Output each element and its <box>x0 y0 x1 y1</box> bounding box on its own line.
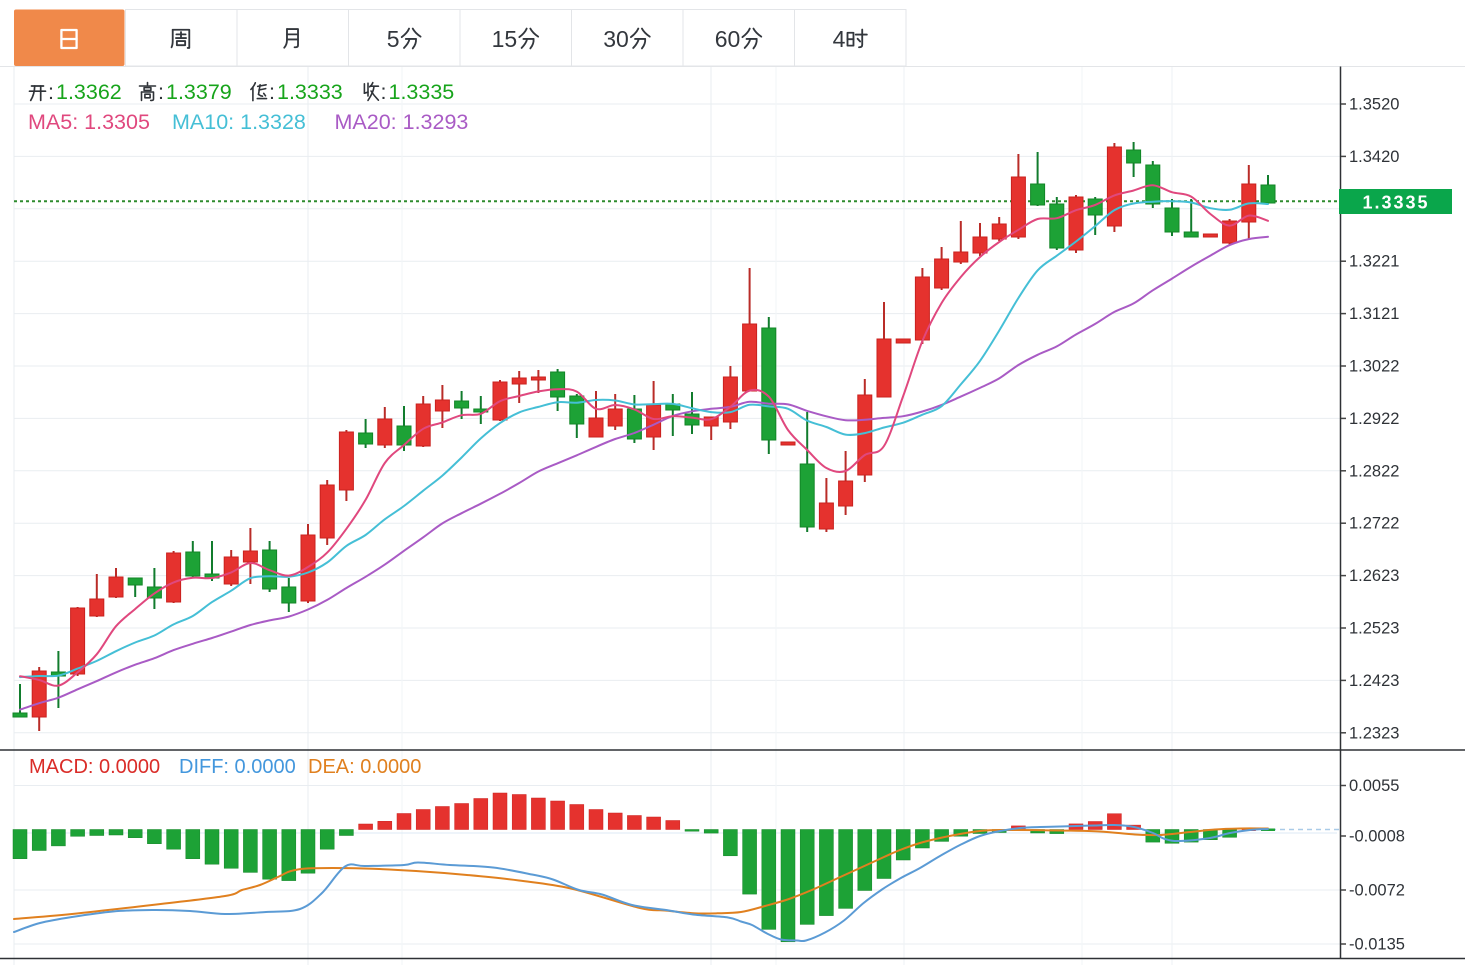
svg-text:1.3022: 1.3022 <box>1349 358 1399 376</box>
svg-text:-0.0135: -0.0135 <box>1349 936 1405 954</box>
svg-text:1.2323: 1.2323 <box>1349 724 1399 742</box>
svg-text:1.3121: 1.3121 <box>1349 305 1399 323</box>
svg-text:1.3335: 1.3335 <box>389 80 455 104</box>
svg-text:30: 30 <box>603 26 629 52</box>
svg-text:1.3221: 1.3221 <box>1349 253 1399 271</box>
svg-text:60: 60 <box>715 26 741 52</box>
svg-text::: : <box>158 80 164 104</box>
svg-text:DEA: 0.0000: DEA: 0.0000 <box>308 756 421 778</box>
svg-text:1.2423: 1.2423 <box>1349 672 1399 690</box>
svg-text:1.3420: 1.3420 <box>1349 148 1399 166</box>
svg-text:5: 5 <box>387 26 400 52</box>
svg-text:MA10: 1.3328: MA10: 1.3328 <box>172 110 306 134</box>
svg-text:1.2822: 1.2822 <box>1349 462 1399 480</box>
svg-text:1.3379: 1.3379 <box>166 80 232 104</box>
svg-text:1.3520: 1.3520 <box>1349 96 1399 114</box>
svg-text:4: 4 <box>833 26 846 52</box>
svg-text:1.2623: 1.2623 <box>1349 567 1399 585</box>
svg-text:-0.0072: -0.0072 <box>1349 882 1405 900</box>
svg-text::: : <box>269 80 275 104</box>
svg-text:DIFF: 0.0000: DIFF: 0.0000 <box>179 756 296 778</box>
svg-text::: : <box>381 80 387 104</box>
svg-text:MA20: 1.3293: MA20: 1.3293 <box>335 110 469 134</box>
svg-text:1.2722: 1.2722 <box>1349 515 1399 533</box>
svg-text:1.3333: 1.3333 <box>277 80 343 104</box>
svg-text:1.3335: 1.3335 <box>1362 193 1429 213</box>
svg-text:1.2523: 1.2523 <box>1349 620 1399 638</box>
svg-text::: : <box>48 80 54 104</box>
svg-text:1.2922: 1.2922 <box>1349 410 1399 428</box>
svg-text:MACD: 0.0000: MACD: 0.0000 <box>29 756 160 778</box>
svg-text:15: 15 <box>492 26 518 52</box>
svg-text:MA5: 1.3305: MA5: 1.3305 <box>28 110 150 134</box>
svg-text:-0.0008: -0.0008 <box>1349 828 1405 846</box>
svg-text:0.0055: 0.0055 <box>1349 777 1399 795</box>
svg-text:1.3362: 1.3362 <box>56 80 122 104</box>
